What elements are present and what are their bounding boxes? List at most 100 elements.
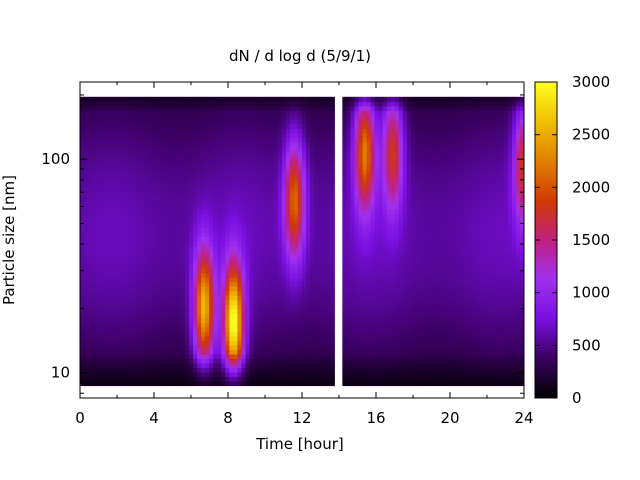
heatmap-cell — [92, 191, 97, 197]
heatmap-cell — [269, 380, 275, 387]
heatmap-cell — [390, 110, 396, 116]
heatmap-cell — [318, 331, 323, 337]
heatmap-cell — [225, 218, 230, 224]
heatmap-cell — [302, 128, 307, 134]
heatmap-cell — [285, 227, 291, 233]
heatmap-cell — [281, 101, 287, 107]
heatmap-cell — [144, 322, 150, 328]
heatmap-cell — [225, 223, 230, 229]
heatmap-cell — [156, 155, 162, 161]
heatmap-cell — [326, 241, 331, 247]
heatmap-cell — [128, 358, 134, 364]
heatmap-cell — [152, 326, 158, 332]
heatmap-cell — [180, 272, 186, 278]
heatmap-cell — [265, 362, 271, 369]
heatmap-cell — [366, 105, 372, 111]
heatmap-cell — [382, 250, 388, 256]
heatmap-cell — [140, 250, 146, 256]
heatmap-cell — [378, 209, 384, 215]
heatmap-cell — [241, 209, 247, 215]
heatmap-cell — [241, 227, 247, 233]
heatmap-cell — [253, 141, 259, 148]
heatmap-cell — [382, 128, 388, 134]
heatmap-cell — [257, 340, 263, 346]
heatmap-cell — [197, 218, 202, 224]
heatmap-cell — [209, 182, 214, 188]
heatmap-cell — [176, 295, 182, 301]
heatmap-cell — [156, 313, 162, 319]
heatmap-cell — [289, 272, 295, 278]
heatmap-cell — [140, 241, 146, 247]
heatmap-cell — [362, 254, 368, 260]
heatmap-cell — [225, 326, 230, 332]
heatmap-cell — [261, 317, 267, 323]
heatmap-cell — [358, 132, 364, 139]
heatmap-cell — [84, 263, 89, 269]
heatmap-cell — [225, 110, 230, 116]
heatmap-cell — [205, 281, 210, 287]
heatmap-cell — [156, 353, 162, 360]
heatmap-cell — [108, 182, 113, 188]
heatmap-cell — [354, 367, 360, 373]
heatmap-cell — [164, 295, 170, 301]
heatmap-cell — [346, 371, 352, 378]
heatmap-cell — [152, 146, 158, 152]
heatmap-cell — [136, 101, 142, 107]
heatmap-cell — [350, 146, 356, 152]
heatmap-cell — [217, 376, 222, 382]
heatmap-cell — [205, 114, 210, 120]
heatmap-cell — [265, 178, 271, 184]
heatmap-cell — [188, 155, 194, 161]
heatmap-cell — [124, 159, 130, 166]
heatmap-cell — [257, 173, 263, 179]
heatmap-cell — [386, 277, 392, 283]
heatmap-cell — [152, 173, 158, 179]
heatmap-cell — [172, 218, 178, 224]
heatmap-cell — [233, 227, 239, 233]
heatmap-cell — [293, 223, 299, 229]
heatmap-cell — [168, 119, 174, 125]
heatmap-cell — [261, 159, 267, 166]
heatmap-cell — [164, 209, 170, 215]
heatmap-cell — [201, 254, 206, 260]
heatmap-cell — [249, 367, 255, 373]
heatmap-cell — [172, 290, 178, 296]
heatmap-cell — [148, 178, 154, 184]
heatmap-cell — [237, 223, 243, 229]
heatmap-cell — [144, 263, 150, 269]
heatmap-cell — [100, 250, 105, 256]
heatmap-cell — [229, 155, 234, 161]
heatmap-cell — [257, 227, 263, 233]
heatmap-cell — [92, 205, 97, 211]
heatmap-cell — [92, 200, 97, 206]
heatmap-cell — [193, 299, 198, 305]
heatmap-cell — [152, 96, 158, 102]
heatmap-cell — [116, 164, 121, 170]
heatmap-cell — [261, 173, 267, 179]
heatmap-cell — [180, 168, 186, 175]
heatmap-cell — [116, 272, 121, 278]
heatmap-cell — [285, 326, 291, 332]
heatmap-cell — [285, 164, 291, 170]
heatmap-cell — [225, 232, 230, 238]
heatmap-cell — [322, 313, 327, 319]
heatmap-cell — [245, 200, 251, 206]
heatmap-cell — [100, 191, 105, 197]
heatmap-cell — [188, 308, 194, 314]
heatmap-cell — [261, 259, 267, 265]
heatmap-cell — [96, 304, 101, 310]
heatmap-cell — [160, 110, 166, 116]
heatmap-cell — [374, 259, 380, 265]
heatmap-cell — [80, 173, 85, 179]
heatmap-cell — [378, 150, 384, 157]
heatmap-cell — [269, 96, 275, 102]
heatmap-cell — [201, 286, 206, 292]
heatmap-cell — [213, 173, 218, 179]
heatmap-cell — [374, 114, 380, 120]
heatmap-cell — [322, 344, 327, 350]
heatmap-cell — [180, 295, 186, 301]
heatmap-cell — [148, 191, 154, 197]
heatmap-cell — [136, 155, 142, 161]
heatmap-cell — [257, 259, 263, 265]
heatmap-cell — [156, 146, 162, 152]
